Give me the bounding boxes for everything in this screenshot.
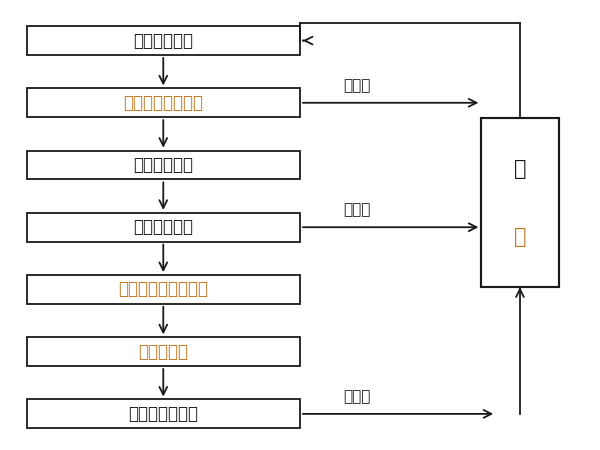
Text: 回: 回 <box>514 226 526 247</box>
Text: 返: 返 <box>514 159 526 179</box>
Text: 填报自检表格: 填报自检表格 <box>133 156 193 174</box>
Text: 不合格: 不合格 <box>343 78 370 93</box>
Text: 监理工程师验收: 监理工程师验收 <box>128 405 198 423</box>
Text: 下一道工序: 下一道工序 <box>138 342 188 360</box>
Bar <box>26 88 300 117</box>
Bar <box>26 213 300 242</box>
Bar <box>26 337 300 366</box>
Text: 填报《质检通知单》: 填报《质检通知单》 <box>118 280 208 298</box>
Bar <box>26 151 300 180</box>
Text: 不合格: 不合格 <box>343 389 370 404</box>
Text: 不合格: 不合格 <box>343 202 370 217</box>
Bar <box>26 275 300 304</box>
Bar <box>26 400 300 428</box>
Bar <box>481 118 559 287</box>
Text: 质检人员复检: 质检人员复检 <box>133 218 193 236</box>
Text: 班组技术人员自检: 班组技术人员自检 <box>123 94 203 112</box>
Text: 单项工序完成: 单项工序完成 <box>133 32 193 50</box>
Bar <box>26 26 300 55</box>
